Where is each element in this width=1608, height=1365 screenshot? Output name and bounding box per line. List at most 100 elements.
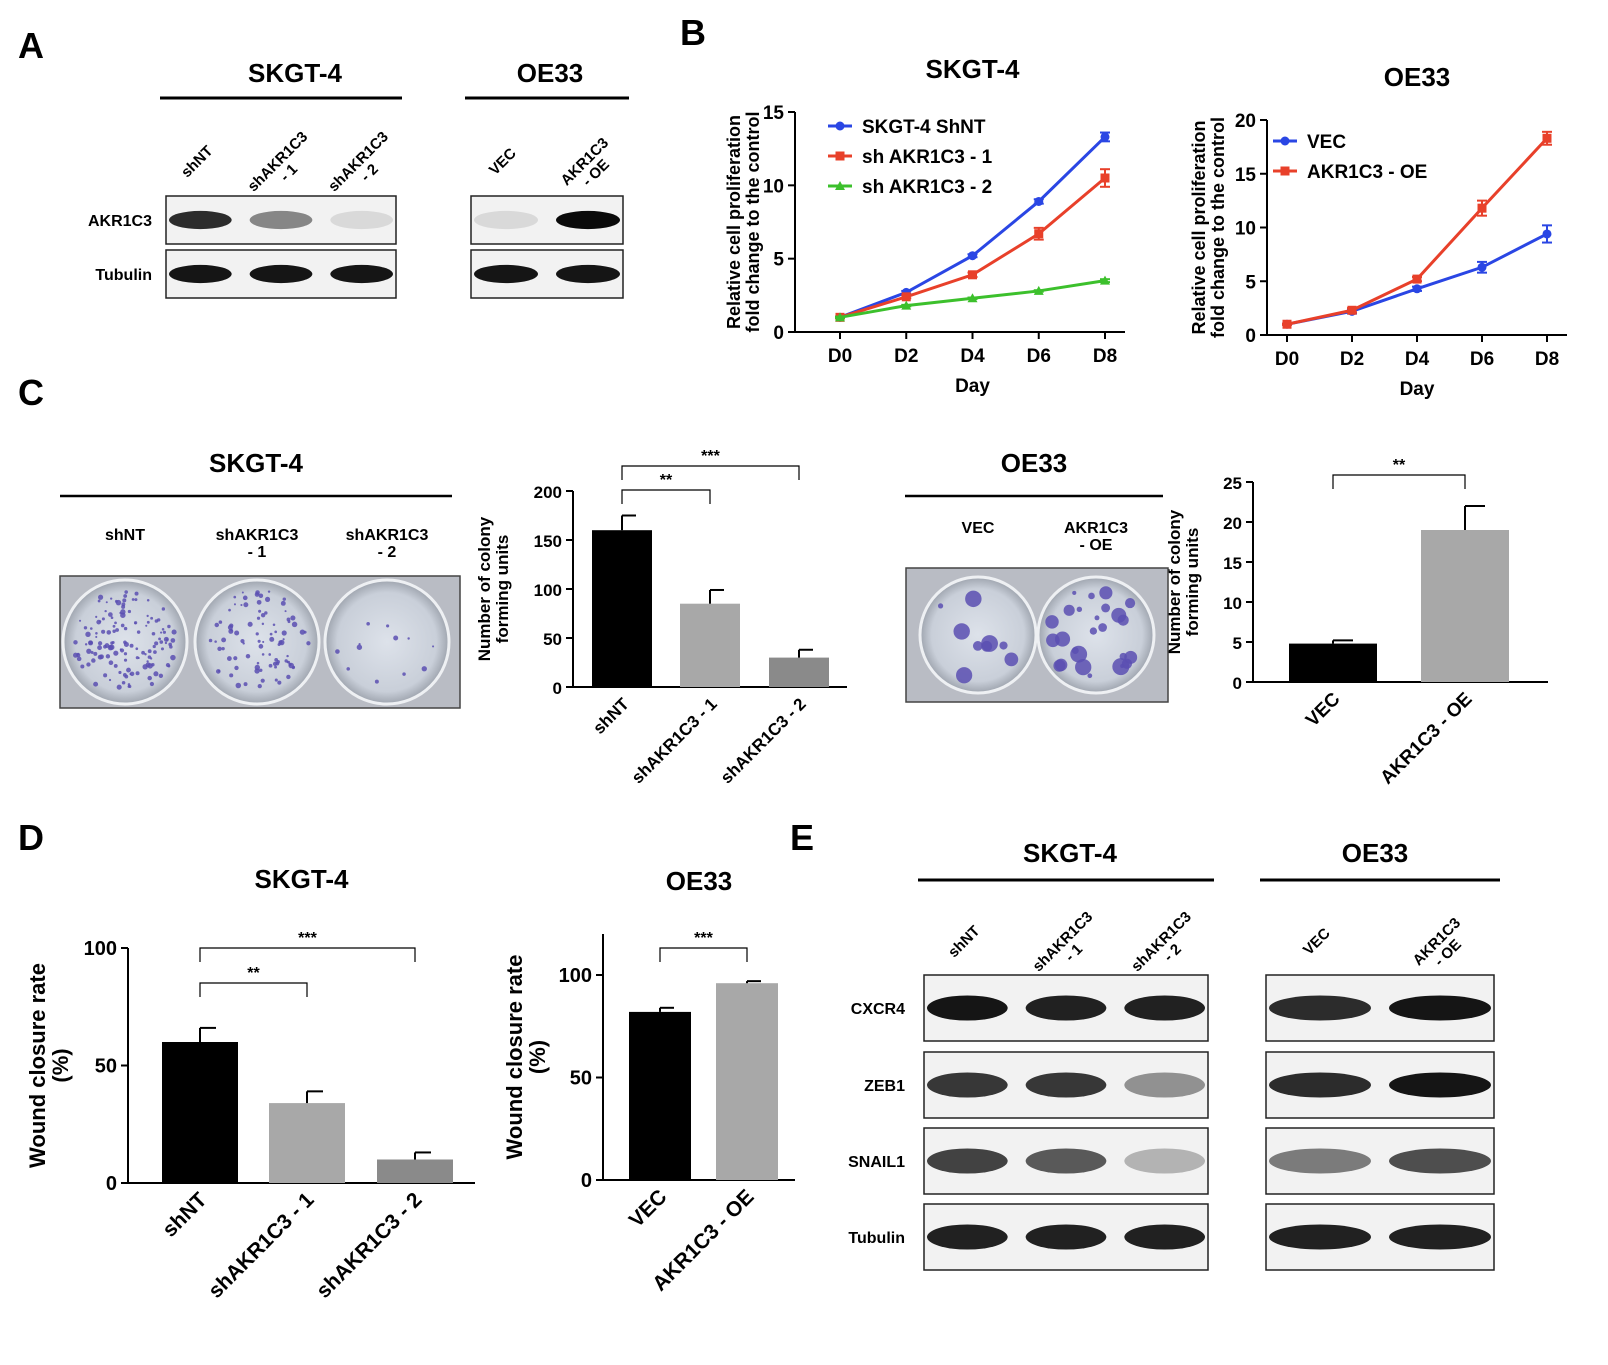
blot-band [1389, 1148, 1491, 1174]
colony [171, 629, 177, 635]
significance-bracket [621, 489, 711, 504]
colony [151, 631, 156, 636]
colony [214, 640, 217, 643]
significance-bracket [199, 947, 416, 962]
blot-band [169, 210, 232, 230]
colony [146, 614, 149, 618]
colony [264, 611, 268, 615]
blot-band [927, 1072, 1008, 1098]
colony [215, 669, 221, 674]
data-point [1412, 284, 1422, 294]
colony [230, 628, 233, 632]
legend-marker [835, 121, 845, 131]
colony [159, 640, 164, 644]
y-axis-label: Number of colonyforming units [475, 516, 512, 661]
cell-line-title: OE33 [517, 58, 584, 88]
blot-band [927, 1148, 1008, 1174]
colony [120, 623, 125, 628]
colony [97, 645, 102, 651]
colony [118, 670, 122, 675]
cell-line-title: SKGT-4 [248, 58, 342, 88]
y-tick-label: 10 [763, 176, 784, 197]
colony [158, 637, 161, 641]
colony [83, 626, 88, 630]
colony [1098, 623, 1107, 632]
colony [1089, 627, 1098, 635]
colony [291, 621, 298, 628]
colony [260, 613, 266, 618]
x-tick-label: D8 [1535, 349, 1559, 370]
bar [592, 530, 652, 687]
colony [99, 620, 102, 623]
colony [119, 611, 122, 615]
x-category-label: VEC [1302, 688, 1345, 731]
colony [286, 654, 289, 658]
x-category-label: shAKR1C3 - 2 [717, 694, 810, 787]
y-tick-label: 15 [1235, 165, 1257, 186]
blot-band [1124, 1224, 1205, 1250]
data-point [1477, 203, 1487, 213]
y-tick-label: 100 [534, 581, 562, 600]
colony [91, 658, 96, 663]
colony [146, 660, 149, 663]
colony [280, 600, 286, 606]
colony [264, 596, 271, 602]
colony [240, 603, 243, 607]
blot-band [1389, 1072, 1491, 1098]
colony [274, 665, 278, 669]
colony [358, 643, 361, 646]
colony [1076, 606, 1083, 613]
colony [262, 640, 265, 643]
colony [104, 609, 107, 613]
colony [106, 630, 112, 635]
x-category-label: shNT [589, 694, 633, 738]
blot-band [474, 210, 538, 230]
y-tick-label: 0 [1233, 674, 1242, 693]
colony [93, 681, 99, 687]
colony [145, 624, 148, 627]
legend-label: AKR1C3 - OE [1307, 162, 1427, 183]
colony [1117, 614, 1129, 626]
bar [629, 1011, 691, 1180]
protein-label: ZEB1 [864, 1078, 905, 1095]
colony [241, 591, 244, 594]
colony [374, 679, 379, 684]
colony [76, 656, 82, 662]
blot-band [330, 210, 393, 230]
colony [160, 647, 164, 651]
panel-letter-e: E [790, 817, 814, 858]
colony [245, 653, 251, 659]
panel-letter-c: C [18, 372, 44, 413]
data-point [967, 293, 978, 303]
colony [268, 663, 273, 668]
colony [234, 665, 239, 671]
colony [261, 653, 265, 656]
data-point [1100, 132, 1110, 142]
colony [123, 652, 128, 656]
colony [258, 609, 262, 613]
y-axis-label: Relative cell proliferationfold change t… [724, 112, 763, 333]
blot-band [1025, 1224, 1107, 1250]
legend-marker [835, 151, 845, 161]
colony [95, 635, 98, 638]
colony [149, 681, 155, 687]
colony [112, 629, 116, 633]
y-tick-label: 10 [1223, 594, 1242, 613]
y-axis-label: Number of colonyforming units [1165, 509, 1202, 654]
significance-label: ** [1393, 457, 1406, 474]
colony [276, 660, 280, 664]
dish-label: AKR1C3- OE [1064, 520, 1128, 554]
colony [76, 652, 80, 656]
data-point [901, 300, 912, 310]
significance-bracket [1332, 474, 1466, 489]
colony [256, 661, 260, 665]
data-point [1034, 229, 1044, 239]
colony [112, 624, 116, 628]
colony [281, 630, 287, 636]
cell-line-title: SKGT-4 [209, 448, 303, 478]
colony [151, 663, 155, 667]
blot-band [249, 210, 313, 230]
colony [89, 627, 93, 630]
blot-band [927, 1224, 1008, 1250]
colony [226, 656, 232, 661]
